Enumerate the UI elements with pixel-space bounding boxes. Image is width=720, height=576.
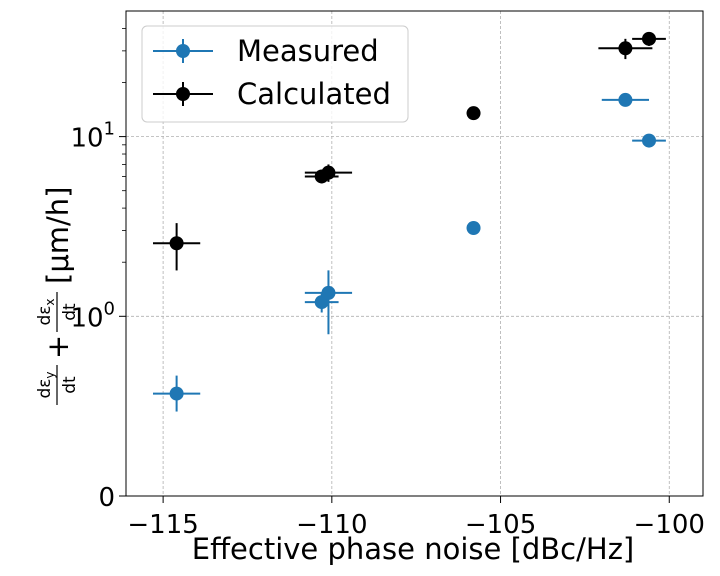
y-axis-title: dεy dt + dεx dt [μm/h] xyxy=(35,187,80,405)
legend-marker-calculated xyxy=(176,87,190,101)
plot-frame xyxy=(125,10,704,497)
x-tick-label: −115 xyxy=(127,510,198,540)
x-axis-title: Effective phase noise [dBc/Hz] xyxy=(192,532,635,566)
y-title-den-1: dt xyxy=(60,376,80,394)
series-measured xyxy=(152,92,666,412)
legend: Measured Calculated xyxy=(141,25,409,123)
legend-marker-measured xyxy=(176,44,190,58)
series-layer xyxy=(152,31,666,412)
data-point xyxy=(618,41,633,56)
data-point xyxy=(321,285,336,300)
series-calculated xyxy=(152,31,666,271)
data-point xyxy=(618,92,633,107)
data-point xyxy=(642,133,657,148)
data-point xyxy=(169,386,184,401)
data-point xyxy=(169,236,184,251)
axes: −115 −110 −105 −100 0 100 101 xyxy=(70,10,705,540)
legend-item-calculated: Calculated xyxy=(153,77,391,111)
y-title-unit: [μm/h] xyxy=(41,187,75,284)
x-tick-label: −105 xyxy=(465,510,536,540)
y-title-plus: + xyxy=(41,335,75,359)
y-title-num-2: dεx xyxy=(35,298,57,325)
y-title-den-2: dt xyxy=(60,303,80,321)
y-title-num-1: dεy xyxy=(35,371,57,398)
x-tick-label: −110 xyxy=(296,510,367,540)
data-point xyxy=(466,106,481,121)
legend-item-measured: Measured xyxy=(153,34,379,68)
legend-label-calculated: Calculated xyxy=(237,77,391,111)
data-point xyxy=(642,31,657,46)
x-tick-label: −100 xyxy=(634,510,705,540)
data-point xyxy=(466,221,481,236)
legend-label-measured: Measured xyxy=(237,34,379,68)
y-tick-label: 100 xyxy=(70,298,115,333)
data-point xyxy=(321,165,336,180)
y-tick-label: 0 xyxy=(98,483,115,513)
y-tick-label: 101 xyxy=(70,119,115,154)
